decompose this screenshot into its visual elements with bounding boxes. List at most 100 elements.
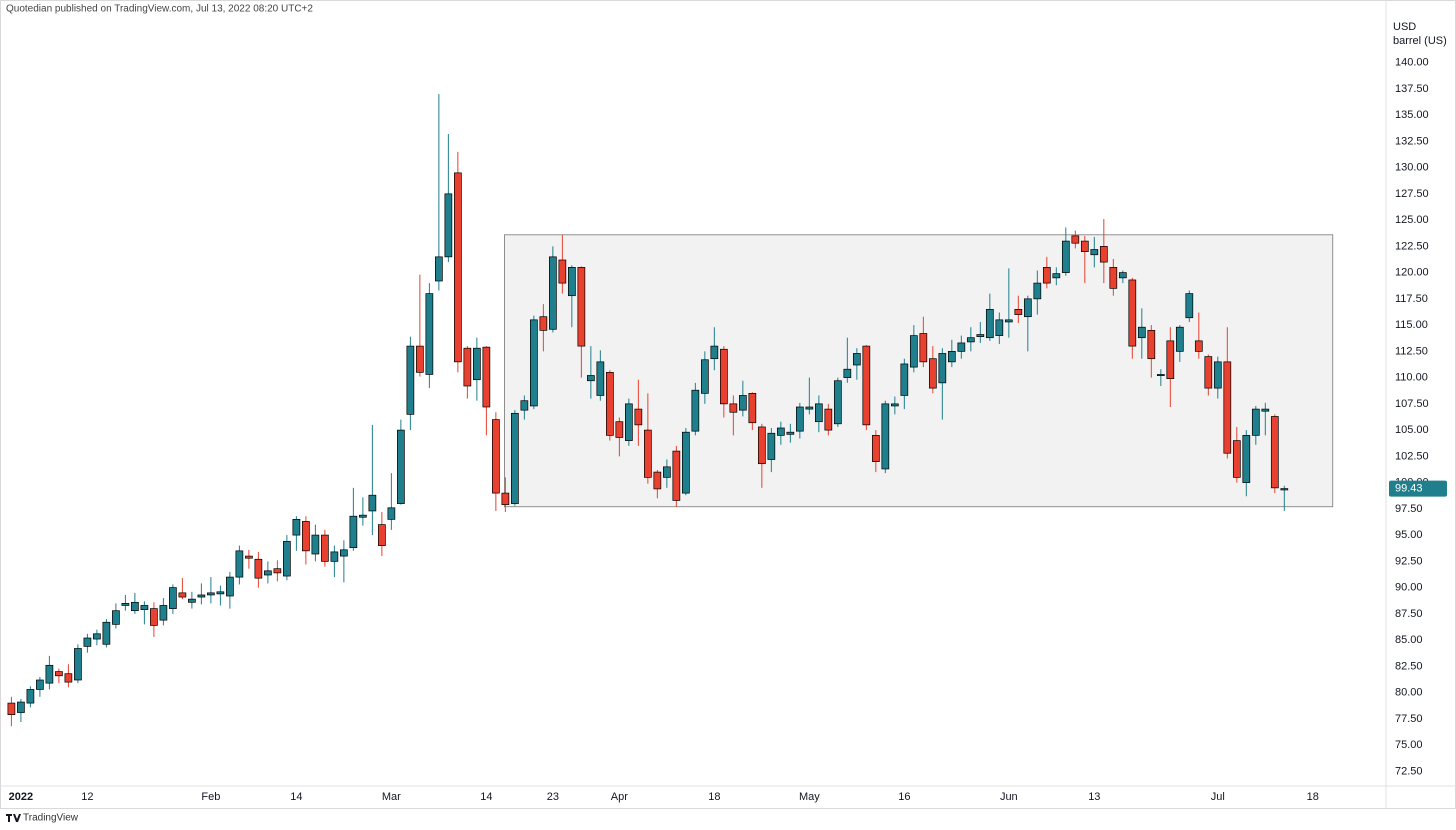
candle-body [909, 335, 918, 368]
candle-body [264, 570, 272, 576]
candle-body [833, 380, 842, 425]
candle-body [330, 551, 339, 562]
candle-body [1052, 273, 1061, 279]
candle-body [957, 342, 966, 352]
candle-body [425, 293, 434, 375]
candle-body [140, 605, 149, 611]
x-tick-label: Apr [611, 791, 628, 803]
candle-body [131, 601, 139, 612]
candle-body [596, 361, 605, 396]
candle-body [1242, 435, 1251, 483]
range-box [504, 234, 1334, 508]
y-tick-label: 102.50 [1395, 450, 1429, 462]
candle-body [757, 426, 766, 465]
header: Quotedian published on TradingView.com, … [6, 4, 313, 15]
candle-body [539, 316, 548, 331]
y-tick-label: 137.50 [1395, 83, 1429, 95]
last-price-label: 99.43 [1395, 482, 1423, 494]
candle-body [568, 267, 576, 297]
candle-body [454, 172, 462, 363]
candle-body [283, 541, 291, 577]
candle-body [216, 591, 225, 595]
candle-body [321, 534, 329, 562]
candle-body [947, 351, 956, 363]
candle-body [1023, 298, 1032, 318]
candle-body [45, 664, 54, 684]
y-tick-label: 85.00 [1395, 634, 1423, 646]
candle-body [311, 534, 320, 555]
candle-body [1261, 408, 1270, 412]
candle-body [976, 334, 985, 337]
candle-body [871, 435, 880, 462]
candle-body [1194, 340, 1203, 352]
candle-body [615, 421, 624, 438]
candle-body [738, 395, 747, 411]
candle-body [368, 494, 377, 512]
candle-body [64, 673, 73, 683]
candle-body [121, 602, 130, 606]
candle-body [416, 345, 424, 373]
candle-body [292, 518, 301, 536]
candle-body [444, 193, 453, 258]
y-tick-label: 80.00 [1395, 687, 1423, 699]
candle-body [928, 358, 937, 389]
x-tick-label: 12 [81, 791, 93, 803]
y-tick-label: 95.00 [1395, 529, 1423, 541]
candle-body [691, 389, 700, 432]
candle-body [197, 594, 206, 598]
y-tick-label: 122.50 [1395, 240, 1429, 252]
candle-layer [7, 94, 1289, 727]
candle-body [26, 689, 35, 704]
candle-body [682, 431, 690, 494]
candle-body [900, 363, 909, 396]
last-price-box [1389, 480, 1447, 497]
candle-body [1204, 356, 1213, 389]
candle-body [1033, 282, 1042, 300]
candle-body [1251, 408, 1260, 436]
candle-body [995, 319, 1004, 336]
x-tick-label: 18 [708, 791, 720, 803]
y-tick-label: 120.00 [1395, 267, 1429, 279]
candle-body [1232, 440, 1241, 478]
x-tick-label: Jul [1211, 791, 1225, 803]
y-tick-label: 90.00 [1395, 582, 1423, 594]
y-tick-label: 72.50 [1395, 765, 1423, 777]
candle-body [634, 408, 643, 426]
candle-body [93, 633, 101, 640]
candle-body [672, 450, 681, 501]
candle-body [767, 432, 776, 460]
candle-body [1080, 240, 1089, 252]
candle-body [501, 492, 510, 506]
candle-body [17, 701, 25, 713]
y-tick-label: 110.00 [1395, 372, 1428, 384]
candle-body [606, 372, 614, 436]
candle-body [112, 610, 120, 625]
candle-body [1099, 246, 1108, 263]
candle-body [985, 309, 994, 339]
candle-body [1280, 488, 1289, 491]
candle-body [349, 515, 358, 549]
x-tick-label: May [799, 791, 820, 803]
y-tick-label: 112.50 [1395, 345, 1428, 357]
candle-body [1042, 267, 1051, 284]
candle-body [340, 549, 348, 557]
candle-body [235, 550, 244, 578]
candle-body [653, 471, 662, 490]
y-tick-label: 82.50 [1395, 660, 1423, 672]
candle-body [254, 558, 263, 579]
candle-body [862, 345, 871, 426]
candle-body [150, 608, 158, 626]
x-tick-label: Feb [201, 791, 220, 803]
y-tick-label: 125.00 [1395, 214, 1429, 226]
candle-body [36, 679, 44, 690]
candle-body [710, 345, 719, 360]
candle-body [805, 406, 814, 410]
candle-body [852, 353, 861, 366]
y-tick-label: 75.00 [1395, 739, 1423, 751]
x-tick-label: 14 [480, 791, 492, 803]
axis-layer: 72.50 75.00 77.50 80.00 82.50 85.00 87.50 90.00… [9, 57, 1447, 803]
candle-body [1156, 374, 1165, 377]
y-tick-label: 130.00 [1395, 162, 1429, 174]
candle-body [1137, 326, 1146, 339]
candle-body [1090, 249, 1099, 256]
